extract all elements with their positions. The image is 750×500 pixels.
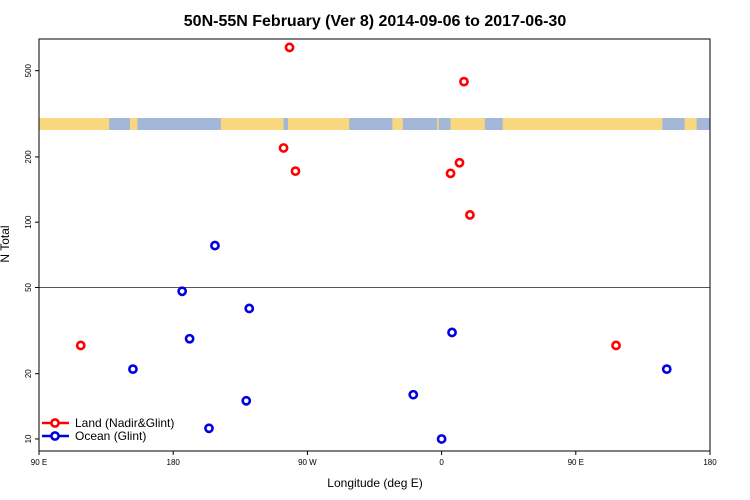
- land-point: [454, 157, 465, 168]
- y-tick-label: 10: [24, 434, 33, 443]
- map-land: [220, 118, 284, 130]
- map-land: [39, 118, 110, 130]
- land-point: [611, 340, 621, 351]
- y-axis-label: N Total: [0, 225, 12, 262]
- x-tick-label: 90 W: [298, 458, 317, 467]
- y-tick-label: 20: [24, 369, 33, 378]
- ocean-point: [184, 333, 195, 344]
- ocean-point: [447, 327, 457, 338]
- ocean-point: [436, 434, 447, 444]
- land-point: [284, 42, 295, 53]
- ocean-point: [408, 389, 419, 400]
- map-land: [502, 118, 663, 130]
- ocean-point: [177, 286, 188, 297]
- y-tick-label: 50: [24, 282, 33, 291]
- legend-marker: [50, 418, 60, 428]
- map-land: [684, 118, 697, 130]
- x-tick-label: 90 E: [568, 458, 584, 467]
- ocean-point: [128, 364, 138, 375]
- map-land: [450, 118, 485, 130]
- plot-frame: [38, 38, 711, 452]
- land-point: [290, 166, 301, 177]
- y-tick-label: 500: [24, 63, 33, 77]
- data-points: [75, 42, 672, 444]
- map-land: [288, 118, 350, 130]
- x-axis: 90 E 180 90 W 0 90 E 180: [31, 451, 717, 467]
- map-land: [129, 118, 138, 130]
- x-axis-label: Longitude (deg E): [327, 476, 422, 490]
- y-tick-label: 100: [24, 215, 33, 229]
- chart-title: 50N-55N February (Ver 8) 2014-09-06 to 2…: [184, 13, 567, 30]
- map-land: [392, 118, 403, 130]
- world-map-strip: [39, 118, 710, 130]
- legend-marker: [50, 431, 60, 441]
- legend-label: Ocean (Glint): [75, 429, 146, 443]
- legend: Land (Nadir&Glint)Ocean (Glint): [42, 416, 174, 443]
- land-point: [465, 210, 475, 220]
- ocean-point: [241, 395, 252, 406]
- ocean-point: [244, 303, 255, 314]
- legend-label: Land (Nadir&Glint): [75, 416, 174, 430]
- land-point: [459, 76, 469, 87]
- land-point: [75, 340, 86, 351]
- x-tick-label: 180: [167, 458, 181, 467]
- x-tick-label: 180: [703, 458, 717, 467]
- x-tick-label: 0: [439, 458, 444, 467]
- x-tick-label: 90 E: [31, 458, 47, 467]
- y-tick-label: 200: [24, 150, 33, 164]
- ocean-point: [210, 240, 220, 251]
- land-point: [445, 168, 456, 179]
- map-land: [437, 118, 439, 130]
- land-point: [278, 143, 289, 153]
- ocean-point: [204, 423, 214, 434]
- y-axis: 10 20 50 100 200 500: [24, 63, 39, 443]
- ocean-point: [661, 364, 672, 375]
